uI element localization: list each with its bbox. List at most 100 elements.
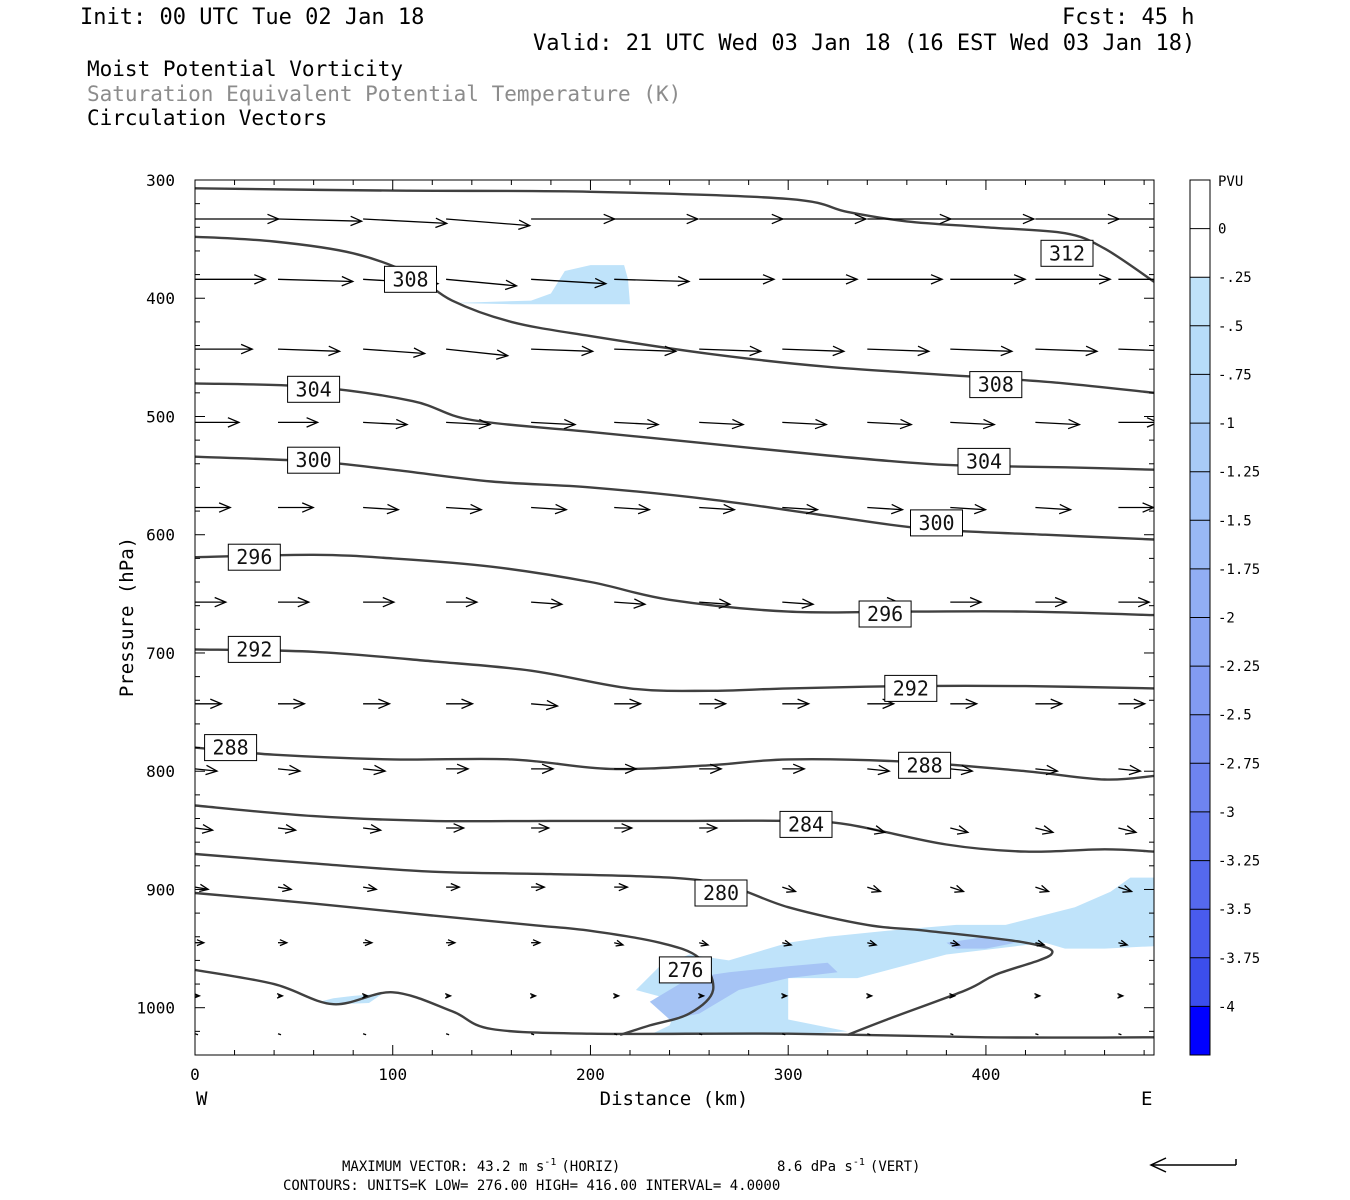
circulation-vector: [1118, 348, 1154, 352]
contour-label-box: [658, 956, 712, 984]
colorbar-segment: [1190, 957, 1210, 1007]
circulation-vector: [277, 275, 355, 287]
pv-area-0: [452, 265, 630, 305]
circulation-vector: [699, 274, 776, 285]
circulation-vector: [1035, 1033, 1039, 1036]
circulation-vector: [531, 345, 595, 357]
circulation-vector: [1035, 418, 1082, 430]
circulation-vector: [614, 275, 691, 287]
circulation-vector: [699, 1033, 703, 1036]
circulation-vector: [363, 764, 387, 776]
circulation-vector: [613, 1033, 618, 1036]
theta-es-contours: [195, 187, 1154, 1039]
circulation-vector: [1118, 1033, 1122, 1036]
footer: MAXIMUM VECTOR: 43.2 m s-1 (HORIZ) 8.6 dP…: [283, 1157, 1237, 1194]
circulation-vector: [1118, 596, 1151, 608]
circulation-vector: [1118, 218, 1154, 220]
contour-line-284: [195, 804, 1154, 853]
contour-label-284: 284: [788, 812, 824, 836]
x-axis-label: Distance (km): [600, 1088, 749, 1110]
circulation-vector: [867, 825, 887, 835]
contour-label-box: [227, 543, 281, 571]
circulation-vector: [446, 939, 457, 947]
circulation-vector: [1118, 764, 1143, 776]
circulation-vector: [867, 418, 913, 430]
circulation-vector: [867, 1033, 871, 1036]
contour-label-308: 308: [978, 373, 1014, 397]
circulation-vector: [195, 343, 254, 355]
circulation-vector: [195, 274, 268, 285]
contour-label-292: 292: [893, 676, 929, 700]
x-tick-label: 300: [774, 1065, 803, 1084]
colorbar-tick-label: -1.5: [1218, 513, 1252, 529]
circulation-vector: [1118, 825, 1138, 835]
x-end-label-west: W: [196, 1088, 208, 1110]
circulation-vector: [195, 417, 241, 428]
circulation-vector: [1118, 884, 1134, 893]
y-tick-label: 400: [146, 289, 175, 308]
circulation-vector: [444, 993, 453, 999]
circulation-vector: [950, 764, 974, 776]
field-title-thetaes: Saturation Equivalent Potential Temperat…: [87, 82, 681, 106]
circulation-vector: [866, 993, 874, 999]
circulation-vector: [867, 884, 883, 893]
max-vector-horiz: (HORIZ): [561, 1159, 620, 1175]
pv-area-1: [635, 877, 1154, 1035]
circulation-vector: [867, 939, 878, 947]
circulation-vector: [1118, 417, 1154, 428]
colorbar-segment: [1190, 423, 1210, 473]
circulation-vector: [363, 347, 427, 359]
contour-label-280: 280: [703, 881, 739, 905]
colorbar-tick-label: -2.75: [1218, 756, 1260, 772]
circulation-vector: [699, 598, 732, 609]
reference-vector-arrow: [1149, 1157, 1237, 1173]
circulation-vector: [195, 596, 228, 608]
contour-label-box: [694, 879, 748, 907]
circulation-vector: [699, 698, 728, 710]
circulation-vector: [867, 503, 905, 515]
circulation-vector: [531, 598, 564, 609]
circulation-vector: [698, 993, 706, 999]
forecast-hour: Fcst: 45 h: [1062, 5, 1194, 30]
colorbar-segment: [1190, 1006, 1210, 1056]
circulation-vector: [1118, 939, 1129, 947]
circulation-vector: [613, 993, 621, 999]
circulation-vector: [1035, 596, 1068, 608]
colorbar-tick-label: -3.5: [1218, 902, 1252, 918]
circulation-vector: [950, 345, 1014, 357]
colorbar-tick-label: -3.75: [1218, 951, 1260, 967]
circulation-vector: [277, 883, 293, 893]
colorbar-tick-label: -.75: [1218, 367, 1252, 383]
colorbar-segment: [1190, 228, 1210, 278]
circulation-vector: [950, 503, 988, 515]
circulation-vector: [950, 418, 996, 430]
y-tick-label: 800: [146, 762, 175, 781]
colorbar-tick-label: -.25: [1218, 270, 1252, 286]
circulation-vectors: [195, 213, 1154, 1036]
circulation-vector: [278, 939, 289, 947]
valid-time: Valid: 21 UTC Wed 03 Jan 18 (16 EST Wed …: [533, 31, 1195, 56]
circulation-vector: [614, 823, 634, 833]
circulation-vector: [361, 993, 370, 999]
contour-label-box: [884, 674, 938, 702]
contour-label-276: 276: [667, 958, 703, 982]
colorbar-segment: [1190, 325, 1210, 375]
axis-ticks: 0 100 200 300 400 300 400 500 600 700 800 900 1000: [136, 171, 1154, 1084]
y-tick-label: 900: [146, 880, 175, 899]
circulation-vector: [699, 939, 710, 947]
circulation-vector: [867, 274, 944, 285]
circulation-vector: [1118, 278, 1154, 280]
circulation-vector: [614, 503, 652, 515]
circulation-vector: [277, 824, 298, 834]
circulation-vector: [445, 1033, 450, 1036]
circulation-vector: [276, 993, 285, 999]
circulation-vector: [363, 217, 449, 229]
circulation-vector: [699, 418, 745, 430]
circulation-vector: [363, 503, 400, 515]
circulation-vector: [278, 698, 307, 710]
circulation-vector: [278, 502, 315, 513]
circulation-vector: [1035, 764, 1060, 776]
contour-label-box: [287, 446, 341, 474]
colorbar-tick-label: -2: [1218, 611, 1235, 627]
